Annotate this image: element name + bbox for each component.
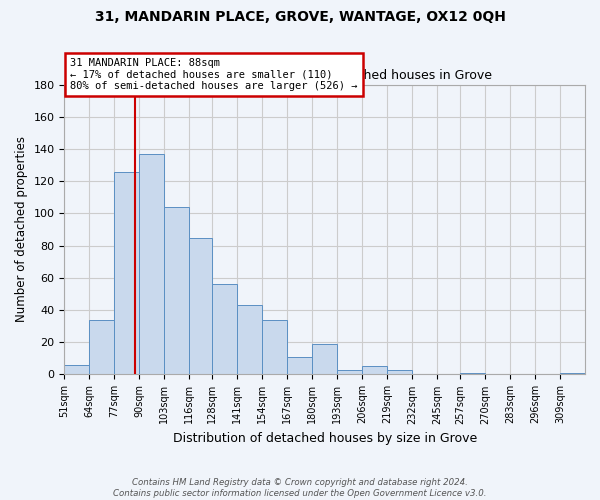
Title: Size of property relative to detached houses in Grove: Size of property relative to detached ho… (157, 69, 492, 82)
Bar (212, 284, 237, 374)
Bar (362, 366, 387, 374)
Bar (189, 238, 212, 374)
Bar (287, 356, 312, 374)
Bar (237, 305, 262, 374)
Y-axis label: Number of detached properties: Number of detached properties (15, 136, 28, 322)
Bar (262, 320, 287, 374)
Bar (64, 365, 89, 374)
X-axis label: Distribution of detached houses by size in Grove: Distribution of detached houses by size … (173, 432, 477, 445)
Bar (139, 154, 164, 374)
Text: 31, MANDARIN PLACE, GROVE, WANTAGE, OX12 0QH: 31, MANDARIN PLACE, GROVE, WANTAGE, OX12… (95, 10, 505, 24)
Text: 31 MANDARIN PLACE: 88sqm
← 17% of detached houses are smaller (110)
80% of semi-: 31 MANDARIN PLACE: 88sqm ← 17% of detach… (70, 58, 358, 91)
Bar (164, 207, 189, 374)
Bar (387, 370, 412, 374)
Bar (337, 370, 362, 374)
Text: Contains HM Land Registry data © Crown copyright and database right 2024.
Contai: Contains HM Land Registry data © Crown c… (113, 478, 487, 498)
Bar (89, 320, 115, 374)
Bar (115, 172, 139, 374)
Bar (312, 344, 337, 374)
Bar (560, 373, 585, 374)
Bar (460, 373, 485, 374)
